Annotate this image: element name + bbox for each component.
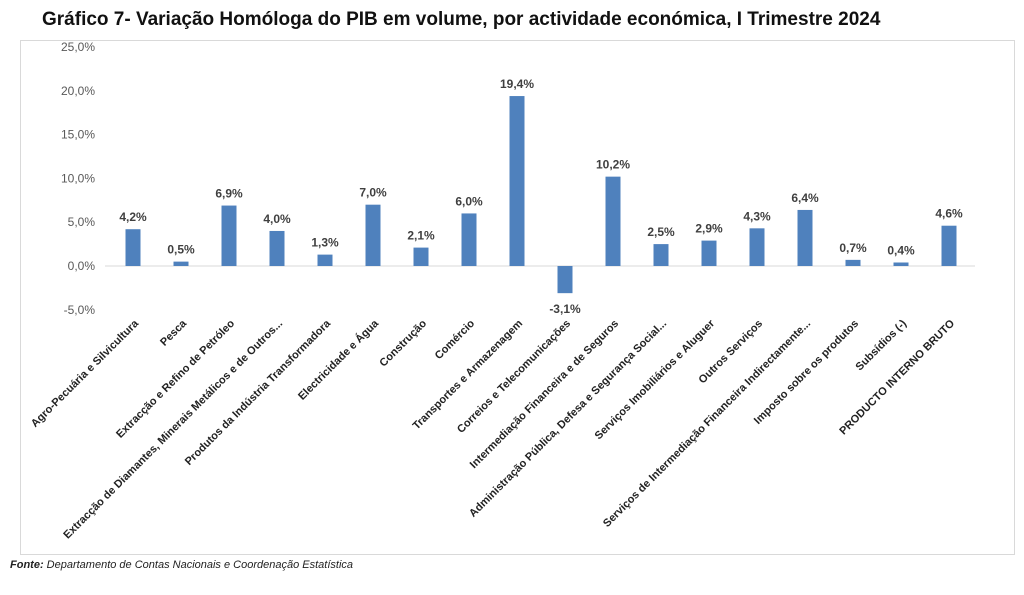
x-tick-label: Extracção de Diamantes, Minerais Metálic… [61,318,285,542]
data-label: 0,7% [839,241,867,255]
data-label: 10,2% [596,158,630,172]
y-tick-label: 5,0% [68,215,96,229]
bar [221,205,237,266]
x-tick-label: Imposto sobre os produtos [752,318,861,427]
y-tick-label: 10,0% [61,171,95,185]
data-label: 4,3% [743,209,771,223]
chart-frame [20,40,1015,555]
bar [653,244,669,266]
bar [413,247,429,266]
chart-title: Gráfico 7- Variação Homóloga do PIB em v… [42,9,881,30]
bar [461,213,477,266]
data-label: 6,0% [455,194,483,208]
y-tick-label: 0,0% [68,259,96,273]
data-label: 4,0% [263,212,291,226]
source-text: Departamento de Contas Nacionais e Coord… [43,559,354,571]
bar [125,229,141,266]
data-label: 6,9% [215,187,243,201]
data-label: 4,6% [935,207,963,221]
y-tick-label: 25,0% [61,40,95,54]
data-label: 6,4% [791,191,819,205]
y-tick-label: -5,0% [64,303,96,317]
source-note: Fonte: Departamento de Contas Nacionais … [10,559,353,571]
data-label: 4,2% [119,210,147,224]
data-label: 2,1% [407,229,435,243]
bar [269,230,285,266]
bar [173,261,189,266]
data-label: 7,0% [359,186,387,200]
bar [365,204,381,266]
data-label: -3,1% [549,302,581,316]
x-tick-label: Electricidade e Água [295,316,381,402]
x-tick-label: Pesca [158,317,190,349]
y-tick-label: 15,0% [61,128,95,142]
x-tick-label: Comércio [433,317,478,362]
bar [797,209,813,266]
data-label: 1,3% [311,236,339,250]
source-label: Fonte: [10,559,44,571]
bar [893,262,909,266]
bar [509,96,525,266]
bar [941,225,957,266]
y-tick-label: 20,0% [61,84,95,98]
bar [605,176,621,266]
bar [845,259,861,266]
data-label: 2,5% [647,225,675,239]
bar [317,254,333,266]
data-label: 2,9% [695,222,723,236]
data-label: 19,4% [500,77,534,91]
data-label: 0,4% [887,243,915,257]
data-label: 0,5% [167,243,195,257]
x-tick-label: Construção [377,317,429,369]
bar [701,240,717,266]
bar [557,266,573,294]
bar [749,228,765,266]
x-tick-label: Agro-Pecuária e Silvicultura [29,317,142,430]
